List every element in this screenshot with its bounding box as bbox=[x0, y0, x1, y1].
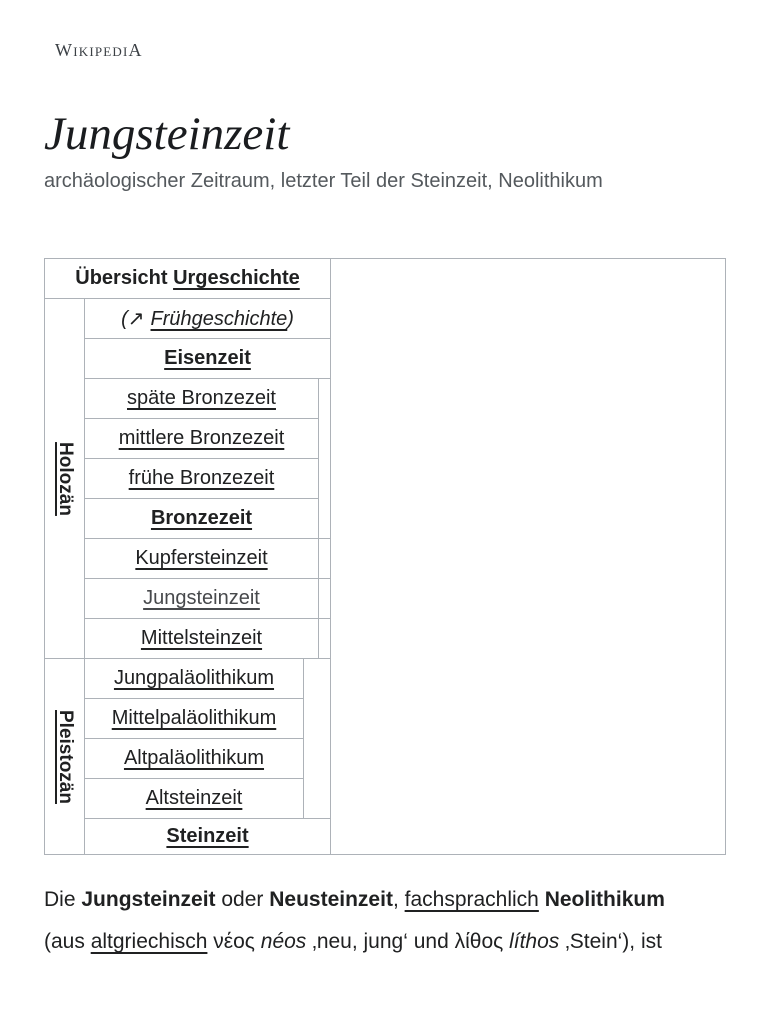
spacer-cell bbox=[317, 538, 332, 579]
row-fruehgeschichte: (↗ Frühgeschichte) bbox=[83, 298, 332, 339]
link-kupfersteinzeit[interactable]: Kupfersteinzeit bbox=[135, 547, 268, 569]
row-spaete-bronzezeit: späte Bronzezeit bbox=[84, 378, 319, 419]
table-row: Mittelsteinzeit bbox=[45, 618, 726, 659]
link-eisenzeit[interactable]: Eisenzeit bbox=[164, 347, 251, 369]
table-row: mittlere Bronzezeit bbox=[45, 418, 726, 459]
row-fruehe-bronzezeit: frühe Bronzezeit bbox=[84, 458, 319, 499]
text: Die bbox=[44, 888, 82, 911]
spacer-cell bbox=[317, 378, 332, 539]
link-mittlere-bronzezeit[interactable]: mittlere Bronzezeit bbox=[118, 427, 285, 449]
row-kupfersteinzeit: Kupfersteinzeit bbox=[84, 538, 319, 579]
paren-close: ) bbox=[287, 308, 294, 330]
wikipedia-logo[interactable]: WIKIPEDIA bbox=[55, 40, 725, 60]
spacer-cell bbox=[317, 578, 332, 619]
link-altsteinzeit[interactable]: Altsteinzeit bbox=[145, 787, 243, 809]
northeast-arrow-icon: ↗ bbox=[127, 308, 145, 330]
row-steinzeit: Steinzeit bbox=[83, 818, 332, 855]
link-mittelpalaeolithikum[interactable]: Mittelpaläolithikum bbox=[111, 707, 277, 729]
table-row: frühe Bronzezeit bbox=[45, 458, 726, 499]
link-fruehgeschichte[interactable]: Frühgeschichte bbox=[150, 308, 288, 330]
table-row: Altpaläolithikum bbox=[45, 738, 726, 779]
text: (aus bbox=[44, 930, 91, 953]
link-urgeschichte[interactable]: Urgeschichte bbox=[173, 267, 300, 289]
epoch-cell-holozaen: Holozän bbox=[44, 298, 85, 659]
article-page: WIKIPEDIA Jungsteinzeit archäologischer … bbox=[43, 40, 727, 963]
row-jungpalaeolithikum: Jungpaläolithikum bbox=[84, 658, 304, 699]
greek-text: νέος bbox=[207, 930, 261, 953]
table-row: Jungsteinzeit bbox=[45, 578, 726, 619]
transliteration-lithos: líthos bbox=[509, 930, 560, 953]
row-altpalaeolithikum: Altpaläolithikum bbox=[84, 738, 304, 779]
table-row: Kupfersteinzeit bbox=[45, 538, 726, 579]
intro-line-1: Die Jungsteinzeit oder Neusteinzeit, fac… bbox=[44, 879, 725, 921]
transliteration-neos: néos bbox=[260, 930, 307, 953]
page-title: Jungsteinzeit bbox=[44, 108, 290, 160]
link-mittelsteinzeit[interactable]: Mittelsteinzeit bbox=[140, 627, 263, 649]
page-subtitle: archäologischer Zeitraum, letzter Teil d… bbox=[44, 170, 603, 192]
row-jungsteinzeit: Jungsteinzeit bbox=[84, 578, 319, 619]
table-row: Pleistozän Jungpaläolithikum bbox=[44, 658, 726, 855]
bold-term-neusteinzeit: Neusteinzeit bbox=[269, 888, 393, 911]
link-fachsprachlich[interactable]: fachsprachlich bbox=[404, 888, 539, 911]
link-jungpalaeolithikum[interactable]: Jungpaläolithikum bbox=[113, 667, 275, 689]
link-pleistozaen[interactable]: Pleistozän bbox=[54, 709, 76, 804]
table-row: späte Bronzezeit bbox=[45, 378, 726, 539]
row-mittelsteinzeit: Mittelsteinzeit bbox=[84, 618, 319, 659]
text: ‚neu, jung‘ und λίθος bbox=[306, 930, 510, 953]
epoch-cell-pleistozaen: Pleistozän bbox=[44, 658, 85, 855]
link-jungsteinzeit[interactable]: Jungsteinzeit bbox=[143, 587, 260, 609]
table-row: Bronzezeit bbox=[45, 498, 726, 539]
text: , bbox=[392, 888, 405, 911]
bold-term-neolithikum: Neolithikum bbox=[544, 888, 665, 911]
row-mittlere-bronzezeit: mittlere Bronzezeit bbox=[84, 418, 319, 459]
logo-letter: A bbox=[128, 40, 143, 60]
row-bronzezeit: Bronzezeit bbox=[84, 498, 319, 539]
row-mittelpalaeolithikum: Mittelpaläolithikum bbox=[84, 698, 304, 739]
text: oder bbox=[215, 888, 270, 911]
table-row: Übersicht Urgeschichte bbox=[43, 258, 727, 855]
prehistory-overview-table: Übersicht Urgeschichte Holozän (↗ Frühges… bbox=[43, 258, 727, 855]
link-altpalaeolithikum[interactable]: Altpaläolithikum bbox=[123, 747, 265, 769]
paren-open: ( bbox=[121, 308, 128, 330]
link-steinzeit[interactable]: Steinzeit bbox=[166, 825, 249, 847]
spacer-cell bbox=[302, 658, 332, 819]
link-spaete-bronzezeit[interactable]: späte Bronzezeit bbox=[127, 387, 276, 409]
link-altgriechisch[interactable]: altgriechisch bbox=[90, 930, 208, 953]
table-row: Altsteinzeit bbox=[45, 778, 726, 819]
text: ‚Stein‘), ist bbox=[559, 930, 662, 953]
logo-letters: IKIPEDI bbox=[73, 44, 129, 59]
intro-paragraph: Die Jungsteinzeit oder Neusteinzeit, fac… bbox=[44, 879, 725, 963]
spacer-cell bbox=[317, 618, 332, 659]
link-bronzezeit[interactable]: Bronzezeit bbox=[150, 507, 253, 529]
table-row: Steinzeit bbox=[45, 818, 726, 855]
intro-line-2: (aus altgriechisch νέος néos ‚neu, jung‘… bbox=[44, 921, 725, 963]
link-holozaen[interactable]: Holozän bbox=[54, 441, 76, 516]
logo-letter: W bbox=[55, 40, 74, 60]
table-empty-panel bbox=[330, 258, 727, 855]
bold-term-jungsteinzeit: Jungsteinzeit bbox=[81, 888, 216, 911]
link-fruehe-bronzezeit[interactable]: frühe Bronzezeit bbox=[128, 467, 275, 489]
table-title-prefix: Übersicht bbox=[75, 267, 168, 289]
row-eisenzeit: Eisenzeit bbox=[83, 338, 332, 379]
table-title: Übersicht Urgeschichte bbox=[43, 258, 332, 299]
row-altsteinzeit: Altsteinzeit bbox=[84, 778, 304, 819]
table-row: Mittelpaläolithikum bbox=[45, 698, 726, 739]
